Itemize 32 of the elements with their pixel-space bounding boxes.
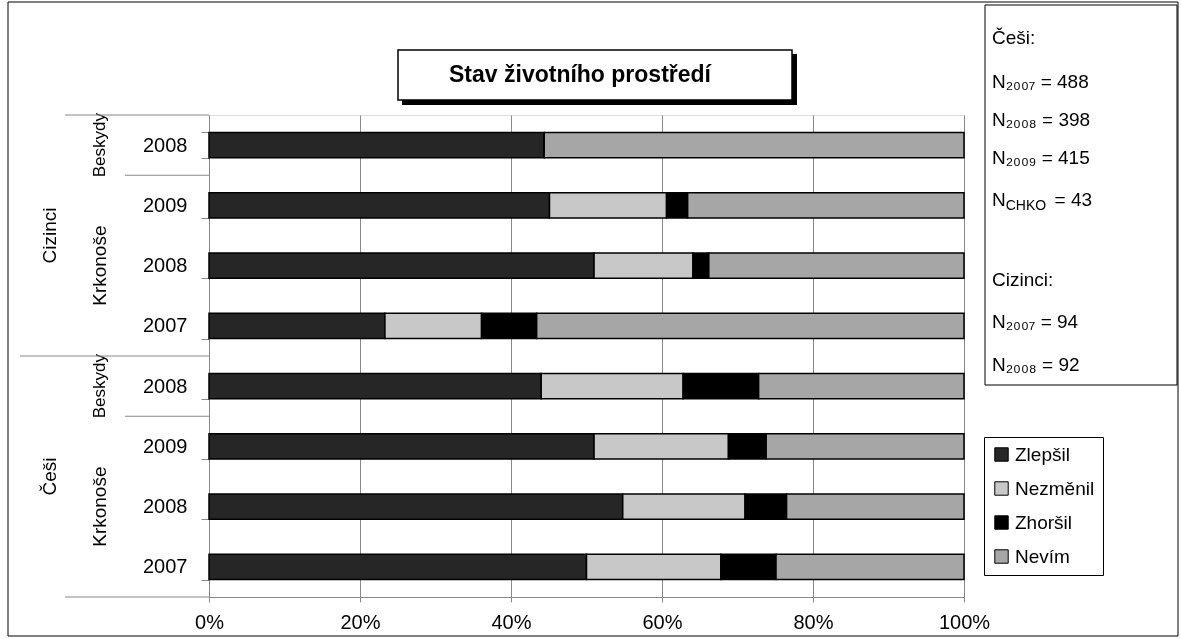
y-tick-label: 2009 <box>143 434 188 457</box>
text: Krkonoše <box>89 225 110 306</box>
text: Cizinci: <box>992 269 1054 290</box>
x-tick-label: 40% <box>491 610 532 633</box>
y-tick-label: 2008 <box>143 495 188 518</box>
text: Krkonoše <box>89 466 110 547</box>
text: Beskydy <box>90 353 109 419</box>
x-tick-label: 0% <box>195 610 225 633</box>
legend-label: Nevím <box>1015 545 1070 567</box>
chart-title: Stav životního prostředí <box>449 61 713 87</box>
text: Cizinci <box>39 207 60 264</box>
x-tick-label: 60% <box>642 610 683 633</box>
text: N₂₀₀₈ = 398 <box>992 109 1091 130</box>
text: N₂₀₀₇ = 488 <box>992 71 1089 92</box>
x-tick-label: 20% <box>340 610 381 633</box>
x-tick-label: 80% <box>793 610 834 633</box>
y-tick-label: 2007 <box>143 555 188 578</box>
text: Češi: <box>992 27 1036 48</box>
text: Beskydy <box>90 112 109 178</box>
text: N₂₀₀₇ = 94 <box>992 311 1079 332</box>
legend-label: Nezměnil <box>1015 477 1095 499</box>
y-tick-label: 2007 <box>143 314 188 337</box>
y-tick-label: 2008 <box>143 374 188 397</box>
text: N₂₀₀₉ = 415 <box>992 147 1090 168</box>
legend-label: Zhoršil <box>1015 511 1073 533</box>
legend-label: Zlepšil <box>1015 443 1070 465</box>
y-tick-label: 2009 <box>143 193 188 216</box>
text: Češi <box>39 457 60 496</box>
text: N₂₀₀₈ = 92 <box>992 354 1080 375</box>
y-tick-label: 2008 <box>143 254 188 277</box>
y-tick-label: 2008 <box>143 133 188 156</box>
x-tick-label: 100% <box>938 610 991 633</box>
